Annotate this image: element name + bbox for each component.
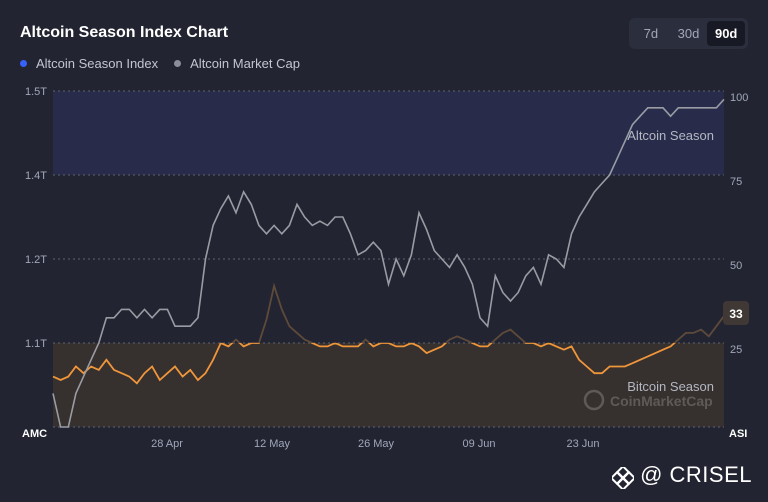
altcoin-season-zone [53,91,724,175]
legend-label-index: Altcoin Season Index [36,56,159,71]
chart-legend: Altcoin Season Index Altcoin Market Cap [20,56,316,71]
index-line [52,343,676,385]
current-value-badge [723,301,749,325]
right-axis-label: ASI [729,428,747,440]
x-axis-tick: 28 Apr [151,438,183,450]
right-axis-tick: 25 [730,344,742,356]
left-axis-tick: 1.4T [25,170,47,182]
diamond-logo-icon [612,467,635,489]
left-axis-tick: 1.1T [25,338,47,350]
x-axis-tick: 12 May [254,438,291,450]
legend-item-altcoin-season-index[interactable]: Altcoin Season Index [20,56,158,71]
legend-label-market-cap: Altcoin Market Cap [190,56,300,71]
time-range-selector: 7d 30d 90d [629,18,748,49]
chart-title: Altcoin Season Index Chart [20,24,229,41]
market-cap-line [52,98,725,428]
bitcoin-season-label: Bitcoin Season [627,379,714,394]
attribution-text: CoinMarketCap [610,393,713,409]
right-axis-tick: 100 [730,92,748,104]
right-axis-tick: 75 [730,176,742,188]
x-axis-tick: 23 Jun [566,438,599,450]
legend-dot-market-cap [174,60,182,67]
range-7d-button[interactable]: 7d [643,26,659,41]
bitcoin-season-zone [53,343,724,427]
legend-item-altcoin-market-cap[interactable]: Altcoin Market Cap [174,56,300,71]
x-axis-tick: 09 Jun [462,438,495,450]
watermark-text: @ CRISEL [640,462,752,487]
coinmarketcap-logo-icon [583,389,605,411]
left-axis-tick: 1.2T [25,254,47,266]
current-value-text: 33 [729,307,743,321]
legend-dot-index [20,60,27,67]
altcoin-season-label: Altcoin Season [627,128,714,143]
range-30d-button[interactable]: 30d [677,26,700,41]
left-axis-tick: 1.5T [25,86,47,98]
right-axis-tick: 50 [730,260,742,272]
x-axis-tick: 26 May [358,438,395,450]
left-axis-label: AMC [22,428,47,440]
range-90d-button[interactable]: 90d [707,21,746,46]
watermark: @ CRISEL [612,462,752,489]
